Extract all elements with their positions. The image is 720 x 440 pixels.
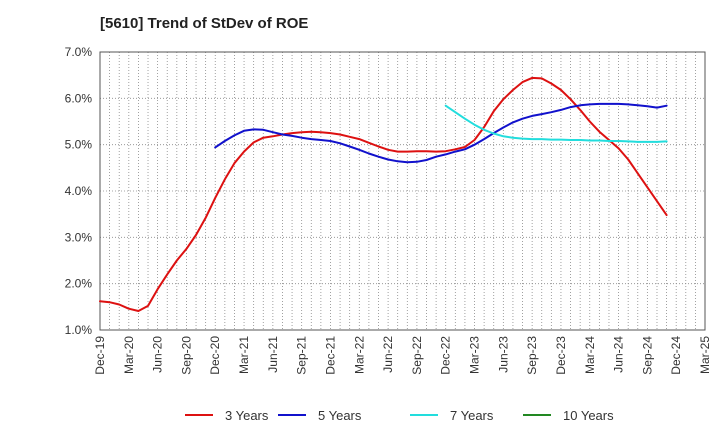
x-tick-label: Dec-22 xyxy=(439,336,453,375)
plot-frame xyxy=(99,51,706,331)
x-tick-label: Mar-22 xyxy=(352,336,366,374)
x-tick-label: Sep-23 xyxy=(525,336,539,375)
series-layer xyxy=(99,76,668,312)
series-line-7-years xyxy=(444,104,668,143)
axes: 1.0% 2.0% 3.0% 4.0% 5.0% 6.0% 7.0% Dec-19 Mar-20… xyxy=(65,45,712,375)
legend-label: 3 Years xyxy=(225,408,269,423)
x-tick-label: Dec-23 xyxy=(554,336,568,375)
x-tick-label: Mar-24 xyxy=(583,336,597,374)
x-tick-label: Sep-20 xyxy=(179,336,193,375)
legend: 3 Years 5 Years 7 Years 10 Years xyxy=(185,408,614,423)
x-tick-label: Sep-24 xyxy=(640,336,654,375)
y-tick-label: 4.0% xyxy=(65,184,93,198)
x-tick-label: Sep-22 xyxy=(410,336,424,375)
y-tick-label: 7.0% xyxy=(65,45,93,59)
x-tick-label: Mar-23 xyxy=(468,336,482,374)
x-tick-label: Jun-22 xyxy=(381,336,395,373)
series-line-5-years xyxy=(214,102,668,164)
x-tick-label: Jun-20 xyxy=(151,336,165,373)
x-tick-label: Jun-24 xyxy=(612,336,626,373)
x-tick-label: Jun-23 xyxy=(496,336,510,373)
y-tick-label: 1.0% xyxy=(65,323,93,337)
y-tick-label: 5.0% xyxy=(65,138,93,152)
legend-label: 7 Years xyxy=(450,408,494,423)
y-tick-label: 3.0% xyxy=(65,230,93,244)
x-tick-label: Mar-20 xyxy=(122,336,136,374)
x-tick-label: Dec-21 xyxy=(323,336,337,375)
x-tick-label: Mar-21 xyxy=(237,336,251,374)
y-tick-label: 6.0% xyxy=(65,91,93,105)
legend-label: 10 Years xyxy=(563,408,614,423)
x-tick-label: Jun-21 xyxy=(266,336,280,373)
legend-label: 5 Years xyxy=(318,408,362,423)
y-tick-label: 2.0% xyxy=(65,277,93,291)
chart-title: [5610] Trend of StDev of ROE xyxy=(100,15,309,32)
x-tick-label: Mar-25 xyxy=(698,336,712,374)
x-tick-label: Dec-24 xyxy=(669,336,683,375)
x-tick-label: Dec-19 xyxy=(93,336,107,375)
grid xyxy=(100,51,705,330)
x-tick-label: Sep-21 xyxy=(295,336,309,375)
series-line-3-years xyxy=(99,76,668,312)
x-tick-label: Dec-20 xyxy=(208,336,222,375)
